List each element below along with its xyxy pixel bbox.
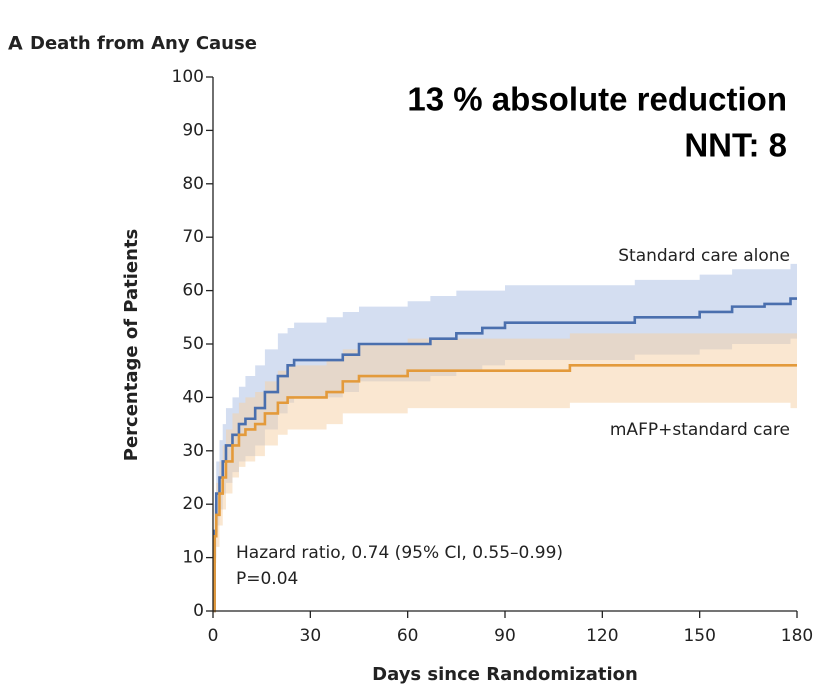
y-tick-label: 60 <box>182 281 204 301</box>
x-tick-label: 150 <box>683 626 715 646</box>
y-tick-label: 30 <box>182 441 204 461</box>
annotation: 13 % absolute reduction <box>407 81 787 118</box>
y-tick-label: 10 <box>182 548 204 568</box>
series-label: Standard care alone <box>618 246 790 266</box>
y-tick-label: 50 <box>182 334 204 354</box>
y-tick-label: 70 <box>182 227 204 247</box>
y-tick-label: 90 <box>182 120 204 140</box>
x-tick-label: 90 <box>494 626 516 646</box>
series-line <box>213 364 797 613</box>
chart-title: Death from Any Cause <box>30 33 257 54</box>
x-tick-label: 30 <box>300 626 322 646</box>
y-tick-label: 40 <box>182 387 204 407</box>
x-tick-label: 180 <box>781 626 813 646</box>
annotation: NNT: 8 <box>684 127 787 164</box>
y-tick-label: 20 <box>182 494 204 514</box>
annotation: Hazard ratio, 0.74 (95% CI, 0.55–0.99) <box>236 543 563 563</box>
y-tick-label: 0 <box>193 601 204 621</box>
y-axis-label: Percentage of Patients <box>121 229 142 462</box>
annotation: P=0.04 <box>236 569 298 589</box>
panel-label: A <box>8 33 23 55</box>
x-tick-label: 60 <box>397 626 419 646</box>
series-label: mAFP+standard care <box>610 420 790 440</box>
x-axis-label: Days since Randomization <box>372 664 638 685</box>
y-tick-label: 100 <box>172 67 204 87</box>
x-tick-label: 0 <box>208 626 219 646</box>
x-tick-label: 120 <box>586 626 618 646</box>
y-tick-label: 80 <box>182 174 204 194</box>
confidence-band <box>213 333 797 611</box>
plot-layer <box>213 263 797 613</box>
